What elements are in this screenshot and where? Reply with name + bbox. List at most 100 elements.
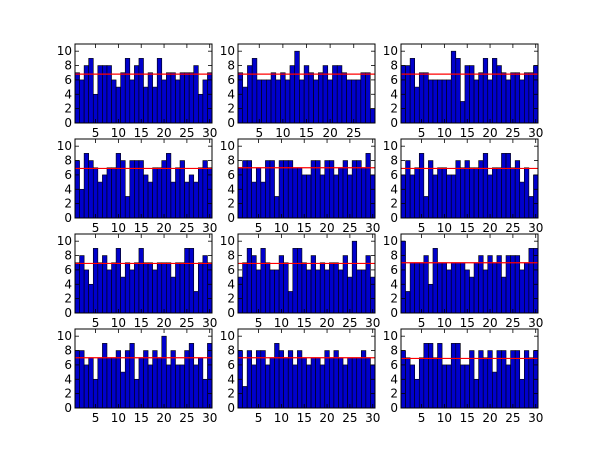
bar [274,269,280,314]
bar [161,160,167,219]
bar [301,174,307,219]
bar [166,153,172,219]
bar [120,276,126,314]
x-tick-label: 25 [342,316,357,330]
y-tick-label: 4 [64,87,72,101]
bar [166,364,172,409]
bar [306,364,312,409]
x-tick-label: 25 [342,411,357,425]
x-tick-label: 30 [365,316,380,330]
x-tick-label: 25 [179,126,194,140]
bar [256,79,262,124]
bar [111,357,117,409]
bar [473,378,479,409]
bar [147,72,153,124]
x-tick-label: 5 [255,126,263,140]
bar [313,79,319,124]
x-tick-label: 25 [342,221,357,235]
y-tick-label: 0 [64,211,72,225]
x-tick-label: 25 [179,411,194,425]
bar [269,357,275,409]
bar [450,174,457,219]
y-tick-label: 2 [64,197,72,211]
bar [278,350,284,409]
bar [278,255,284,314]
bar [92,248,99,314]
bar [161,335,167,409]
bar [138,357,144,409]
x-tick-label: 20 [482,126,497,140]
bar [464,269,470,314]
x-tick-label: 10 [111,316,126,330]
bar [505,364,511,409]
bar [423,255,429,314]
bar [346,79,352,124]
y-tick-label: 2 [64,387,72,401]
bar [115,248,121,314]
y-tick-label: 10 [57,139,72,153]
bar [510,255,516,314]
y-tick-label: 8 [64,59,72,73]
bar [88,357,94,409]
bar [198,93,204,124]
bar [487,350,493,409]
bar [129,343,135,409]
y-tick-label: 6 [64,168,72,182]
x-tick-label: 10 [275,126,290,140]
x-tick-label: 20 [319,411,334,425]
y-tick-label: 4 [390,277,398,291]
bar [455,343,461,409]
bar [347,174,353,219]
bar [333,262,339,314]
x-tick-label: 15 [134,221,149,235]
x-tick-label: 30 [365,221,380,235]
bar [269,269,275,314]
y-tick-label: 10 [383,44,398,58]
bar [260,350,266,409]
y-tick-label: 2 [390,387,398,401]
bar [370,276,376,314]
bar [441,364,447,409]
bar [523,350,530,409]
x-tick-label: 10 [437,316,452,330]
bar [193,181,199,219]
bar [265,160,271,219]
y-tick-label: 6 [227,358,235,372]
y-tick-label: 8 [227,59,235,73]
bar [528,196,534,219]
bar [492,58,498,124]
bar [297,167,303,219]
bar [469,276,475,314]
y-tick-label: 0 [64,306,72,320]
bar [446,364,452,409]
bar [437,262,443,314]
x-tick-label: 20 [482,316,497,330]
y-tick-label: 10 [220,329,235,343]
x-tick-label: 15 [460,411,475,425]
x-tick-label: 5 [418,316,426,330]
bar [147,364,153,409]
y-tick-label: 10 [57,44,72,58]
x-tick-label: 20 [322,126,337,140]
bar [237,276,243,314]
bar [287,291,294,314]
y-tick-label: 10 [383,139,398,153]
x-tick-label: 20 [156,411,171,425]
bar [265,262,271,314]
bar [455,160,461,219]
bar [338,357,344,409]
x-tick-label: 30 [528,411,543,425]
x-tick-label: 30 [202,316,217,330]
y-tick-label: 8 [227,344,235,358]
bar [319,174,326,219]
x-tick-label: 5 [255,316,263,330]
y-tick-label: 2 [227,292,235,306]
bar [310,160,316,219]
bar [510,72,516,124]
axes-frame [74,328,213,409]
bar [251,364,257,409]
